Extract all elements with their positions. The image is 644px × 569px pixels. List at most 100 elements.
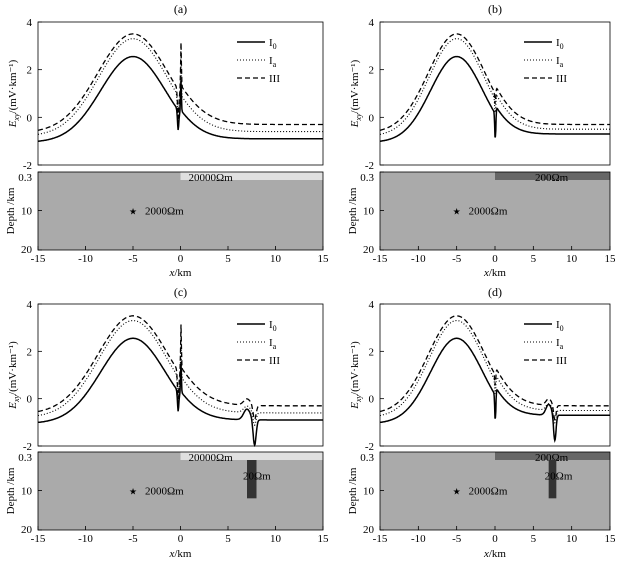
source-label: 2000Ωm <box>469 485 508 497</box>
y-label-sub: xy <box>12 113 21 122</box>
y-label-var: E <box>349 402 361 410</box>
source-label: 2000Ωm <box>145 205 184 217</box>
x-tick-label: -5 <box>128 253 138 265</box>
x-tick-label: -15 <box>373 533 388 545</box>
x-axis-label: x/km <box>483 548 506 560</box>
x-tick-label: 15 <box>605 533 617 545</box>
x-tick-label: 5 <box>531 533 537 545</box>
x-tick-label: -15 <box>31 253 46 265</box>
legend-label: I0 <box>269 37 277 51</box>
conductive-block <box>548 460 557 499</box>
profile-frame <box>37 303 324 447</box>
y-tick-label: -2 <box>365 441 374 453</box>
profile-frame <box>379 303 611 447</box>
legend-label: Ia <box>269 337 277 351</box>
depth-tick-label: 0.3 <box>18 172 32 184</box>
y-tick-label: -2 <box>23 441 32 453</box>
y-tick-label: 2 <box>369 65 375 77</box>
y-tick-label: 4 <box>27 299 33 311</box>
legend-label: III <box>269 355 280 367</box>
conductive-block <box>247 460 257 499</box>
source-star-icon: ★ <box>129 486 137 496</box>
depth-axis-label: Depth /km <box>5 467 17 514</box>
x-tick-label: -15 <box>373 253 388 265</box>
legend-label: III <box>556 73 567 85</box>
source-star-icon: ★ <box>453 486 461 496</box>
x-tick-label: 15 <box>318 533 330 545</box>
model-background <box>380 452 610 530</box>
legend-label: Ia <box>556 55 564 69</box>
depth-tick-label: 20 <box>21 244 33 256</box>
depth-tick-label: 10 <box>21 485 33 497</box>
x-tick-label: 10 <box>270 533 282 545</box>
x-axis-label: x/km <box>483 267 506 279</box>
x-tick-label: -10 <box>411 253 426 265</box>
depth-tick-label: 10 <box>21 205 33 217</box>
depth-tick-label: 0.3 <box>360 172 374 184</box>
depth-tick-label: 0.3 <box>360 452 374 464</box>
x-axis-label: x/km <box>168 267 191 279</box>
legend-label: Ia <box>269 55 277 69</box>
legend-label: I0 <box>556 37 564 51</box>
series-i0 <box>379 337 610 443</box>
series-ia <box>379 320 610 424</box>
top-layer <box>180 452 323 460</box>
x-axis-label: x/km <box>168 548 191 560</box>
x-tick-label: -15 <box>31 533 46 545</box>
block-label: 20Ωm <box>545 470 573 482</box>
y-tick-label: -2 <box>23 160 32 172</box>
top-layer-label: 20000Ωm <box>189 172 234 184</box>
x-tick-label: -5 <box>452 533 462 545</box>
series-ia <box>380 38 610 135</box>
series-iii <box>379 33 610 131</box>
depth-tick-label: 20 <box>363 244 375 256</box>
y-tick-label: 0 <box>369 394 375 406</box>
top-layer-label: 20000Ωm <box>189 452 234 464</box>
x-tick-label: 0 <box>178 533 184 545</box>
depth-tick-label: 20 <box>363 524 375 536</box>
x-tick-label: 0 <box>178 253 184 265</box>
y-tick-label: 2 <box>27 346 33 358</box>
top-layer-label: 200Ωm <box>535 172 569 184</box>
y-label-var: E <box>349 120 361 128</box>
y-label-sub: xy <box>12 394 21 403</box>
y-label-unit: /(mV·km⁻¹) <box>349 341 361 395</box>
series-i0 <box>37 337 323 448</box>
y-axis-label: Exy/(mV·km⁻¹) <box>349 59 363 128</box>
source-star-icon: ★ <box>129 206 137 216</box>
y-tick-label: 0 <box>27 394 33 406</box>
x-tick-label: -10 <box>78 253 93 265</box>
y-tick-label: 2 <box>27 65 33 77</box>
profile-frame <box>37 21 324 166</box>
source-label: 2000Ωm <box>469 205 508 217</box>
depth-tick-label: 20 <box>21 524 33 536</box>
x-tick-label: 15 <box>605 253 617 265</box>
y-tick-label: 4 <box>369 17 375 29</box>
legend-label: III <box>556 355 567 367</box>
source-label: 2000Ωm <box>145 485 184 497</box>
series-ia <box>37 320 323 427</box>
x-tick-label: 5 <box>531 253 537 265</box>
y-label-unit: /(mV·km⁻¹) <box>349 59 361 113</box>
y-tick-label: 0 <box>27 112 33 124</box>
panel-label: (b) <box>488 2 502 16</box>
y-label-unit: /(mV·km⁻¹) <box>7 59 19 113</box>
top-layer <box>180 172 323 180</box>
depth-axis-label: Depth /km <box>5 187 17 234</box>
top-layer-label: 200Ωm <box>535 452 569 464</box>
model-background <box>38 172 323 250</box>
depth-tick-label: 0.3 <box>18 452 32 464</box>
depth-axis-label: Depth /km <box>347 467 359 514</box>
x-tick-label: -5 <box>128 533 138 545</box>
model-background <box>380 172 610 250</box>
y-tick-label: 0 <box>369 112 375 124</box>
y-label-var: E <box>7 120 19 128</box>
top-layer <box>495 452 610 460</box>
y-tick-label: 4 <box>369 299 375 311</box>
x-tick-label: 15 <box>318 253 330 265</box>
panel-label: (a) <box>174 2 187 16</box>
